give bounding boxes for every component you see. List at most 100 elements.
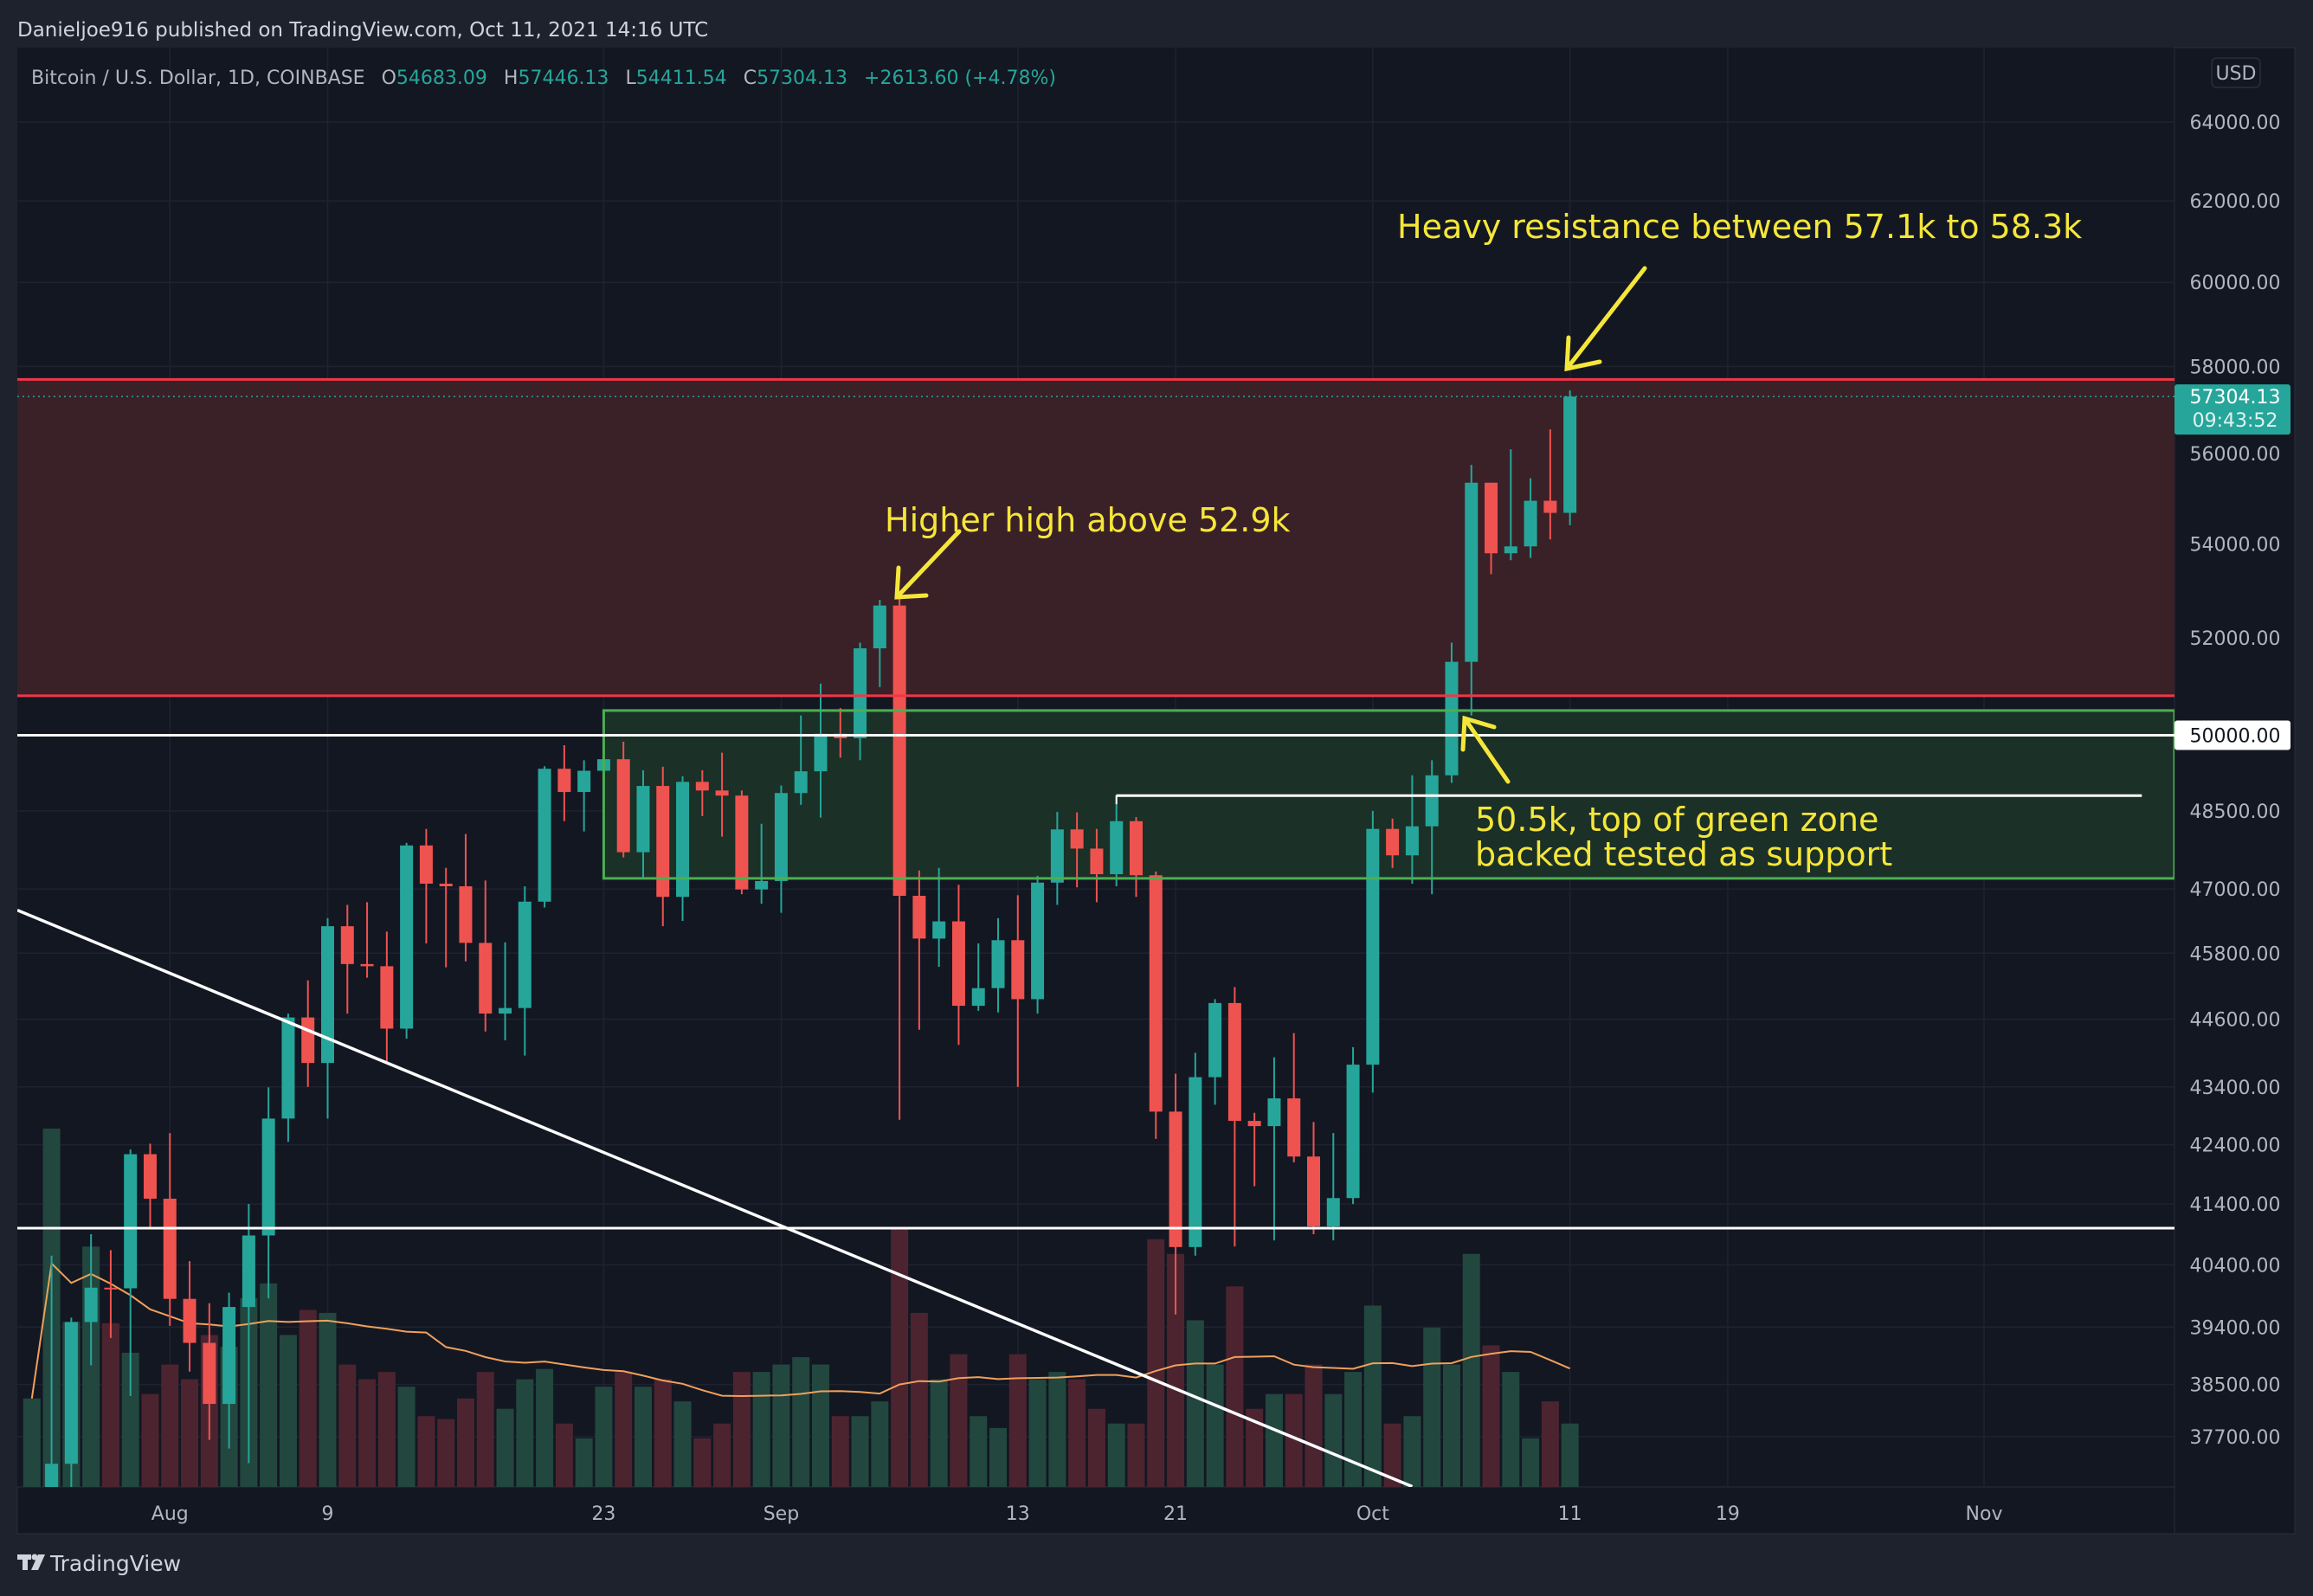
candle	[794, 715, 808, 805]
candle	[499, 942, 512, 1041]
drawings[interactable]	[17, 377, 2174, 1487]
time-label: 21	[1163, 1503, 1188, 1525]
candle-body	[1563, 396, 1577, 513]
candle-body	[45, 1464, 59, 1487]
candle-body	[951, 921, 965, 1007]
candle-body	[1287, 1098, 1301, 1157]
low-value: 54411.54	[636, 68, 727, 89]
time-axis[interactable]	[16, 1486, 2175, 1535]
volume-bar	[141, 1393, 159, 1487]
candle-body	[538, 769, 551, 902]
arrow-icon	[1460, 715, 1511, 784]
candle-body	[1524, 500, 1537, 547]
annotation-higher-high[interactable]: Higher high above 52.9k	[885, 501, 1291, 600]
volume-bar	[812, 1364, 829, 1487]
candle	[242, 1204, 255, 1464]
volume-bar	[1265, 1393, 1283, 1487]
candle-body	[340, 926, 354, 964]
arrow-icon	[894, 529, 962, 600]
candle-body	[1326, 1198, 1340, 1226]
annotation-resistance[interactable]: Heavy resistance between 57.1k to 58.3k	[1397, 208, 2082, 372]
candle	[1366, 810, 1380, 1093]
candle	[1504, 449, 1517, 561]
volume-bar	[1363, 1305, 1382, 1487]
tradingview-logo[interactable]: TradingView	[17, 1551, 181, 1576]
volume-bar	[615, 1372, 633, 1487]
price-label: 37700.00	[2190, 1427, 2281, 1449]
candle-body	[1386, 828, 1400, 856]
annotation-support[interactable]: 50.5k, top of green zone backed tested a…	[1460, 715, 1892, 873]
candle-body	[1445, 661, 1459, 775]
candle-body	[1405, 826, 1419, 856]
volume-bar	[516, 1379, 534, 1487]
candle-body	[1149, 875, 1163, 1112]
support-zone-border	[602, 709, 2174, 880]
candle-body	[104, 1287, 118, 1290]
price-label: 39400.00	[2190, 1317, 2281, 1339]
candle-body	[656, 786, 670, 898]
price-label: 54000.00	[2190, 535, 2281, 557]
candle-body	[143, 1154, 157, 1199]
volume-bar	[1522, 1438, 1540, 1487]
volume-bar	[397, 1387, 416, 1487]
candle-body	[1011, 940, 1025, 1000]
volume-bar	[23, 1398, 41, 1487]
price-axis[interactable]	[2174, 47, 2296, 1535]
candle-body	[557, 769, 571, 793]
candle	[971, 943, 985, 1011]
symbol-name: Bitcoin / U.S. Dollar, 1D, COINBASE	[31, 68, 365, 89]
price-label: 60000.00	[2190, 273, 2281, 294]
price-label: 45800.00	[2190, 943, 2281, 965]
candle-body	[991, 940, 1005, 988]
candle	[1485, 482, 1498, 575]
candle-body	[794, 771, 808, 794]
candle-body	[1050, 829, 1064, 883]
volume-bar	[575, 1438, 593, 1487]
change-value: +2613.60 (+4.78%)	[864, 68, 1056, 89]
candle	[143, 1143, 157, 1229]
candle	[715, 752, 729, 837]
candle-body	[1247, 1121, 1261, 1127]
candle-body	[1307, 1156, 1320, 1226]
candle	[203, 1303, 216, 1440]
candle-body	[616, 759, 630, 853]
candle-body	[1346, 1065, 1360, 1199]
candle	[1543, 429, 1557, 540]
candle	[1386, 818, 1400, 868]
volume-bar	[1344, 1372, 1363, 1487]
publish-info: Danieljoe916 published on TradingView.co…	[17, 19, 708, 42]
volume-bar	[1206, 1364, 1224, 1487]
price-label: 48500.00	[2190, 801, 2281, 823]
candle	[340, 904, 354, 1014]
candle	[991, 917, 1005, 1013]
candle-body	[84, 1287, 98, 1322]
volume-bar	[555, 1423, 573, 1487]
candle-body	[971, 988, 985, 1007]
candle-body	[124, 1154, 138, 1289]
price-label: 50000.00	[2190, 725, 2281, 747]
close-label: C	[744, 68, 757, 89]
bar-countdown: 09:43:52	[2193, 410, 2278, 432]
symbol-legend[interactable]: Bitcoin / U.S. Dollar, 1D, COINBASE O546…	[31, 68, 1056, 89]
volume-bar	[595, 1387, 613, 1487]
candle-body	[695, 782, 709, 791]
price-label: 43400.00	[2190, 1078, 2281, 1099]
volume-bar	[161, 1364, 179, 1487]
volume-bar	[634, 1387, 652, 1487]
volume-bar	[1008, 1354, 1027, 1487]
volume-bar	[1226, 1286, 1244, 1487]
annotation-support-line1: 50.5k, top of green zone	[1475, 801, 1878, 839]
candle	[281, 1014, 295, 1142]
open-label: O	[382, 68, 396, 89]
volume-bar	[1502, 1372, 1520, 1487]
price-label: 41400.00	[2190, 1194, 2281, 1216]
resistance-zone	[17, 379, 2174, 696]
candle	[1425, 760, 1439, 895]
annotation-resistance-text: Heavy resistance between 57.1k to 58.3k	[1397, 208, 2082, 246]
candle	[814, 683, 828, 818]
currency-button[interactable]: USD	[2211, 57, 2261, 88]
candle-body	[912, 896, 926, 939]
volume-bar	[1107, 1423, 1125, 1487]
open-value: 54683.09	[396, 68, 487, 89]
